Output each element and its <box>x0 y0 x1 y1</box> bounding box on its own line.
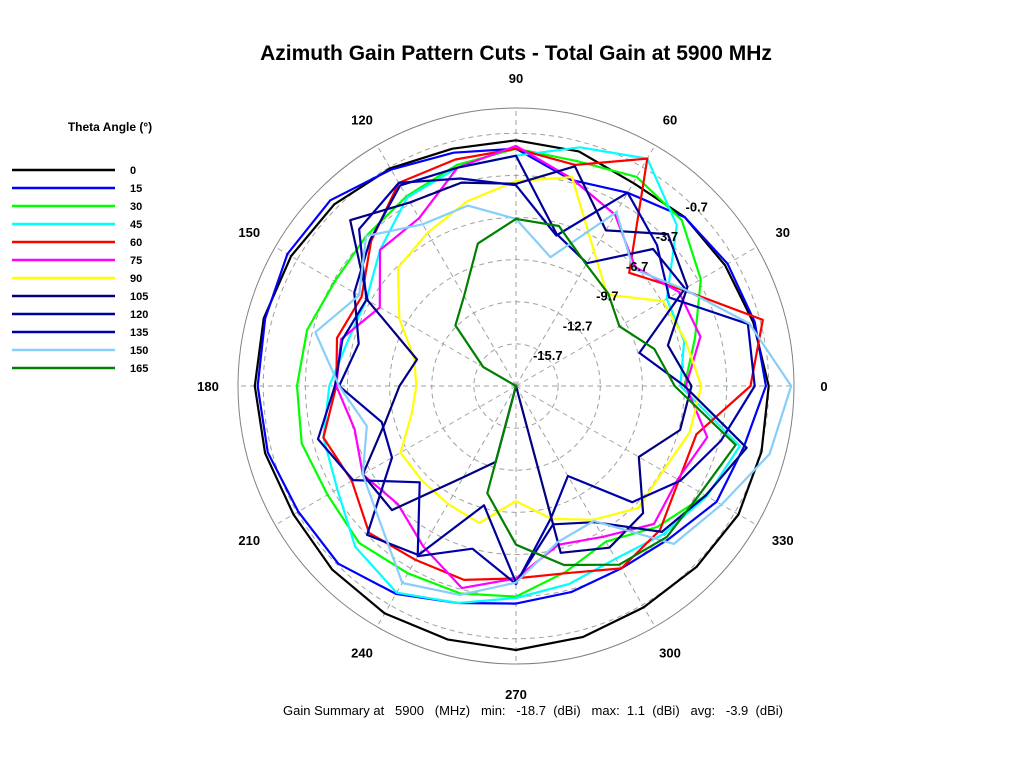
grid-spoke-300 <box>515 385 656 628</box>
angle-label-60: 60 <box>663 112 677 127</box>
legend-title: Theta Angle (°) <box>68 120 152 134</box>
legend: Theta Angle (°) 0 15 30 45 60 75 90 105 120 135 15… <box>12 120 152 375</box>
angle-label-270: 270 <box>505 687 527 702</box>
legend-label-0: 0 <box>130 165 136 177</box>
series-theta-30 <box>295 147 748 598</box>
chart-title: Azimuth Gain Pattern Cuts - Total Gain a… <box>260 42 772 65</box>
grid-spoke-210 <box>274 385 517 526</box>
angle-label-150: 150 <box>238 225 260 240</box>
series-theta-105 <box>349 165 693 554</box>
legend-label-75: 75 <box>130 255 142 267</box>
angle-label-240: 240 <box>351 646 373 661</box>
grid-ring-5 <box>473 343 559 429</box>
angle-label-210: 210 <box>238 533 260 548</box>
legend-label-165: 165 <box>130 363 148 375</box>
angle-label-120: 120 <box>351 112 373 127</box>
grid-spoke-330 <box>515 385 758 526</box>
series-theta-0 <box>253 139 770 652</box>
radial-label-1: -3.7 <box>656 229 678 244</box>
series-group <box>253 139 793 652</box>
grid-spoke-240 <box>376 385 517 628</box>
grid-spoke-60 <box>515 144 656 387</box>
angle-label-330: 330 <box>772 533 794 548</box>
radial-label-3: -9.7 <box>596 289 618 304</box>
legend-label-150: 150 <box>130 345 148 357</box>
legend-label-60: 60 <box>130 237 142 249</box>
series-theta-135 <box>316 177 756 586</box>
angle-label-300: 300 <box>659 646 681 661</box>
series-theta-150 <box>314 204 793 597</box>
angle-label-0: 0 <box>820 379 827 394</box>
angle-label-180: 180 <box>197 379 219 394</box>
angle-label-30: 30 <box>776 225 790 240</box>
legend-label-90: 90 <box>130 273 142 285</box>
grid-spoke-120 <box>376 144 517 387</box>
grid-outer-circle <box>237 107 795 665</box>
legend-label-30: 30 <box>130 201 142 213</box>
legend-label-135: 135 <box>130 327 148 339</box>
series-theta-75 <box>335 144 709 590</box>
grid-spoke-150 <box>274 246 517 387</box>
radial-label-0: -0.7 <box>686 199 708 214</box>
radial-label-5: -15.7 <box>533 348 563 363</box>
grid-spoke-30 <box>515 246 758 387</box>
legend-label-105: 105 <box>130 291 148 303</box>
series-theta-165 <box>454 217 737 567</box>
gain-summary: Gain Summary at 5900 (MHz) min: -18.7 (d… <box>283 703 783 718</box>
polar-grid <box>237 107 795 665</box>
series-theta-90 <box>396 176 703 525</box>
legend-label-120: 120 <box>130 309 148 321</box>
axis-labels: 0306090120150180210240270300330-0.7-3.7-… <box>197 71 827 702</box>
legend-label-15: 15 <box>130 183 142 195</box>
legend-label-45: 45 <box>130 219 142 231</box>
radial-label-4: -12.7 <box>563 318 593 333</box>
radial-label-2: -6.7 <box>626 259 648 274</box>
angle-label-90: 90 <box>509 71 523 86</box>
